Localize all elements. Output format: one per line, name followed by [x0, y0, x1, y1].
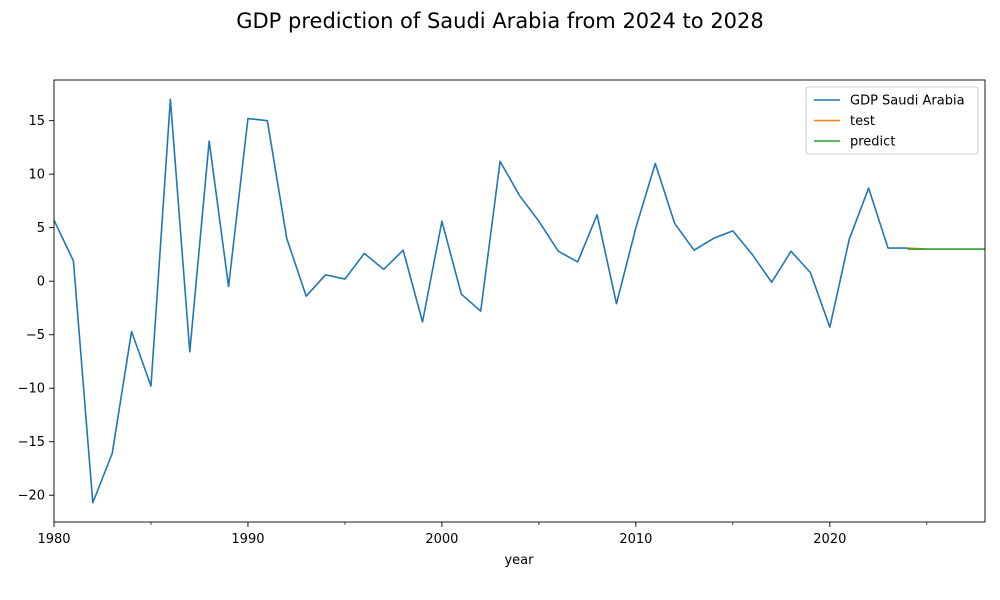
legend-label-0: GDP Saudi Arabia [850, 94, 965, 109]
legend-label-2: predict [850, 135, 895, 150]
legend-box [805, 86, 979, 155]
legend: GDP Saudi Arabia test predict [805, 86, 979, 155]
y-tick-label: 15 [28, 114, 45, 129]
x-axis-title: year [504, 553, 534, 568]
y-tick-label: −15 [18, 435, 45, 450]
y-tick-label: 5 [37, 221, 45, 236]
y-tick-label: 0 [37, 275, 45, 290]
chart-title: GDP prediction of Saudi Arabia from 2024… [236, 9, 764, 33]
x-axis: 1980 1990 2000 2010 2020 [37, 522, 928, 547]
plot-area [53, 79, 986, 523]
y-axis: −20 −15 −10 −5 0 5 10 15 [18, 114, 54, 504]
x-tick-label: 2000 [425, 532, 458, 547]
x-tick-label: 1990 [231, 532, 264, 547]
x-tick-label: 2010 [619, 532, 652, 547]
y-tick-label: −20 [18, 489, 45, 504]
x-tick-label: 2020 [813, 532, 846, 547]
x-tick-label: 1980 [37, 532, 70, 547]
series-line-0 [54, 98, 908, 504]
y-tick-label: 10 [28, 168, 45, 183]
plot-frame [53, 79, 986, 523]
legend-label-1: test [850, 114, 875, 129]
y-tick-label: −10 [18, 382, 45, 397]
y-tick-label: −5 [26, 328, 45, 343]
